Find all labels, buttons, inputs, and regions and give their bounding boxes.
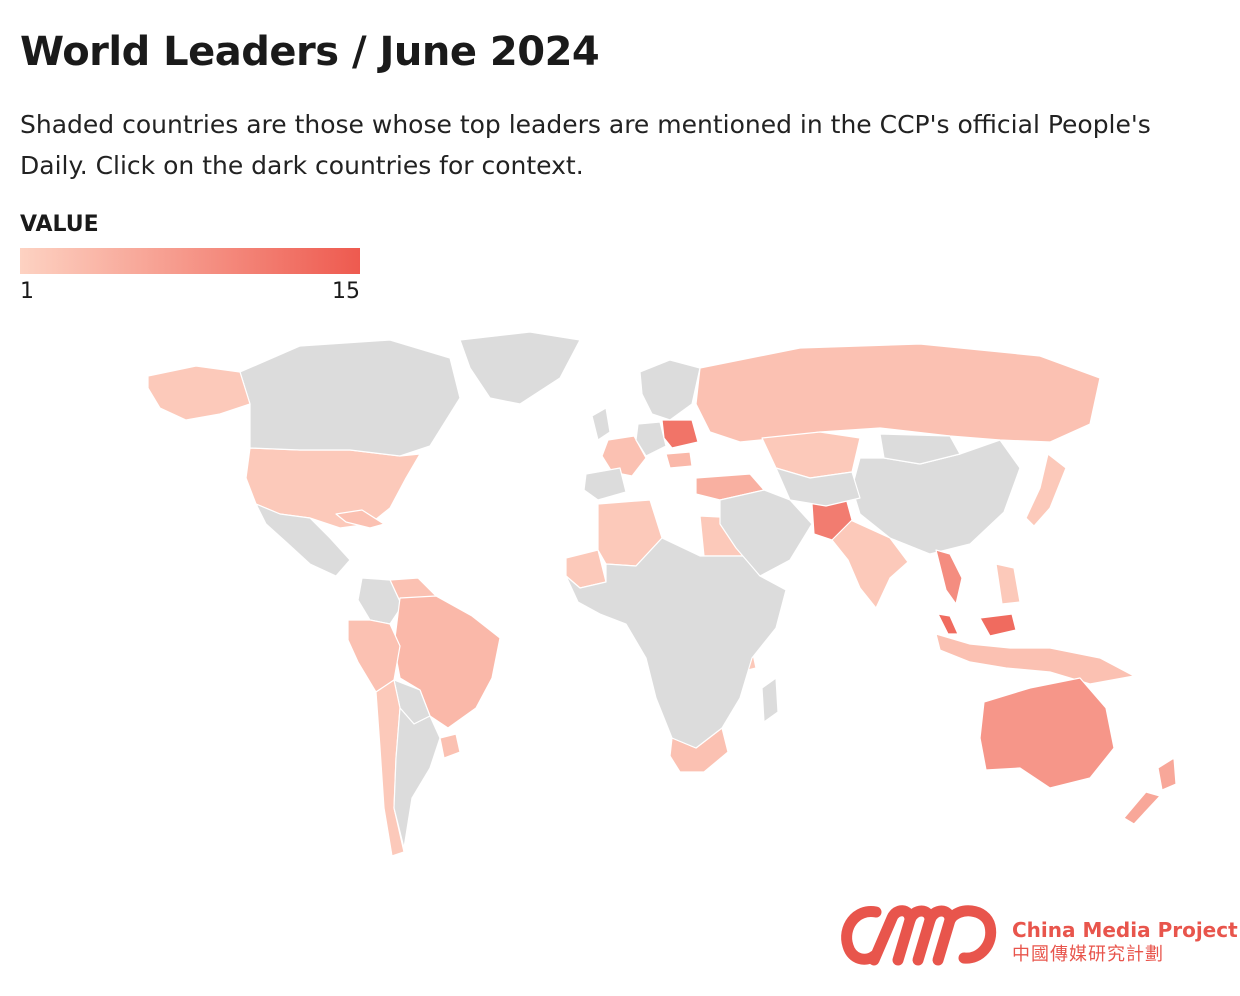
map-title: World Leaders / June 2024: [20, 29, 600, 75]
country-new-zealand[interactable]: [1123, 757, 1177, 825]
country-uruguay[interactable]: [439, 733, 461, 759]
country-france[interactable]: [601, 435, 647, 477]
country-canada: [239, 339, 461, 457]
map-subtitle: Shaded countries are those whose top lea…: [20, 110, 1151, 180]
country-japan[interactable]: [1025, 453, 1067, 527]
country-central-asia-other: [775, 467, 861, 507]
country-malaysia[interactable]: [937, 613, 1017, 637]
country-mongolia: [879, 433, 961, 465]
legend-labels: 1 15: [20, 278, 360, 308]
country-kazakhstan[interactable]: [761, 431, 861, 479]
world-map: [147, 331, 1177, 857]
country-philippines[interactable]: [995, 563, 1021, 605]
country-mexico: [255, 503, 351, 577]
logo-name-chinese: 中國傳媒研究計劃: [1012, 944, 1164, 965]
country-cuba[interactable]: [335, 509, 385, 529]
country-hungary[interactable]: [665, 451, 693, 469]
country-spain: [583, 467, 627, 501]
legend-max-label: 15: [332, 279, 360, 304]
country-argentina: [393, 707, 441, 849]
country-india[interactable]: [831, 517, 909, 609]
country-greenland: [459, 331, 581, 405]
country-germany: [635, 421, 667, 457]
country-alaska-united-states[interactable]: [147, 365, 251, 421]
country-russia[interactable]: [695, 343, 1101, 443]
logo-name: China Media Project: [1012, 918, 1238, 942]
cmp-logo-mark-icon: [841, 905, 997, 966]
legend-gradient-bar: [20, 248, 360, 274]
country-poland[interactable]: [661, 419, 699, 449]
country-united-kingdom: [591, 407, 611, 441]
legend-title: VALUE: [20, 212, 99, 237]
country-indonesia[interactable]: [935, 633, 1135, 685]
country-middle-east-other: [719, 489, 813, 577]
country-africa-other: [565, 537, 787, 749]
china-media-project-logo: China Media Project 中國傳媒研究計劃: [834, 898, 1238, 970]
country-brazil[interactable]: [393, 595, 501, 729]
legend: VALUE 1 15: [20, 209, 360, 308]
legend-min-label: 1: [20, 279, 34, 304]
country-madagascar: [761, 677, 779, 723]
country-scandinavia: [639, 359, 701, 421]
country-vietnam[interactable]: [935, 549, 963, 605]
country-australia[interactable]: [979, 677, 1115, 789]
